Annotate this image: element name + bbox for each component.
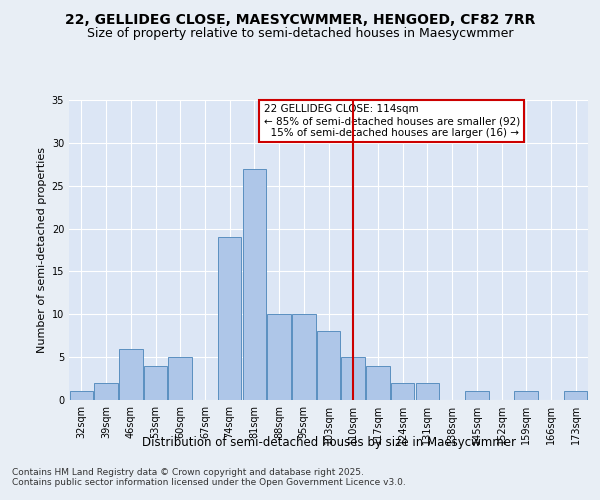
Bar bbox=[268, 314, 291, 400]
Bar bbox=[94, 383, 118, 400]
Bar bbox=[416, 383, 439, 400]
Bar bbox=[514, 392, 538, 400]
Bar bbox=[292, 314, 316, 400]
Bar bbox=[144, 366, 167, 400]
Text: 22 GELLIDEG CLOSE: 114sqm
← 85% of semi-detached houses are smaller (92)
  15% o: 22 GELLIDEG CLOSE: 114sqm ← 85% of semi-… bbox=[263, 104, 520, 138]
Bar bbox=[317, 332, 340, 400]
Bar bbox=[366, 366, 389, 400]
Text: Size of property relative to semi-detached houses in Maesycwmmer: Size of property relative to semi-detach… bbox=[87, 28, 513, 40]
Bar bbox=[218, 237, 241, 400]
Text: Contains HM Land Registry data © Crown copyright and database right 2025.
Contai: Contains HM Land Registry data © Crown c… bbox=[12, 468, 406, 487]
Text: 22, GELLIDEG CLOSE, MAESYCWMMER, HENGOED, CF82 7RR: 22, GELLIDEG CLOSE, MAESYCWMMER, HENGOED… bbox=[65, 12, 535, 26]
Bar bbox=[70, 392, 93, 400]
Bar bbox=[391, 383, 415, 400]
Bar bbox=[169, 357, 192, 400]
Bar bbox=[341, 357, 365, 400]
Bar bbox=[119, 348, 143, 400]
Bar bbox=[242, 168, 266, 400]
Y-axis label: Number of semi-detached properties: Number of semi-detached properties bbox=[37, 147, 47, 353]
Bar bbox=[465, 392, 488, 400]
Text: Distribution of semi-detached houses by size in Maesycwmmer: Distribution of semi-detached houses by … bbox=[142, 436, 516, 449]
Bar bbox=[564, 392, 587, 400]
